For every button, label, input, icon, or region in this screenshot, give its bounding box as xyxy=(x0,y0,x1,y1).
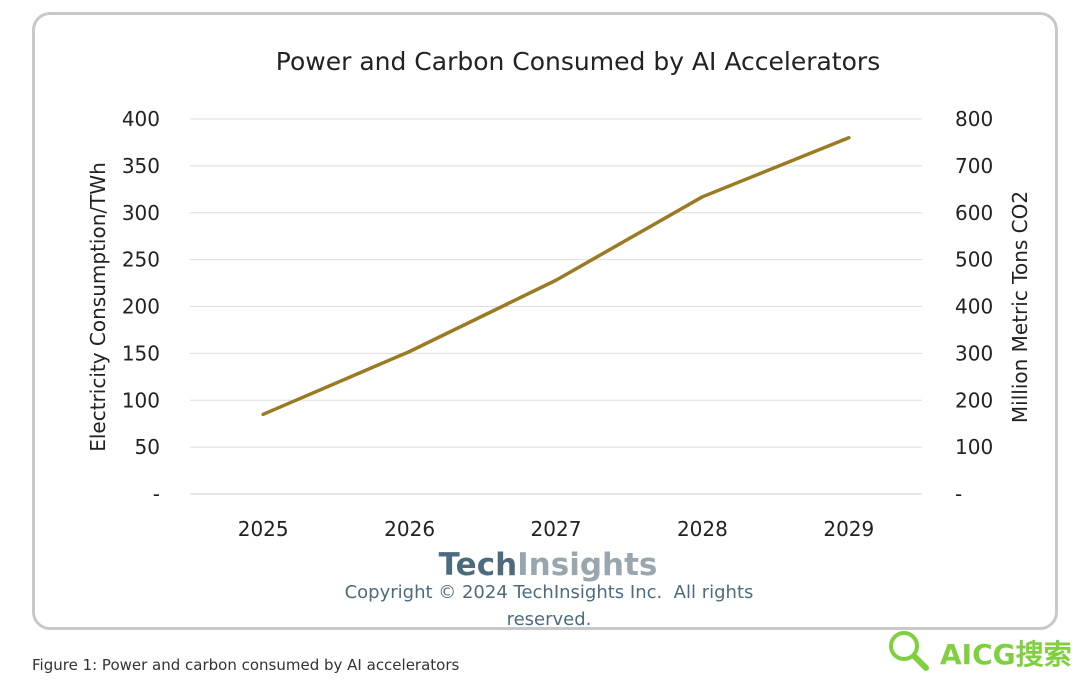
y2-tick-label: 800 xyxy=(955,107,993,131)
y2-tick-label: 200 xyxy=(955,388,993,412)
data-point xyxy=(554,278,558,282)
x-tick-label: 2025 xyxy=(238,517,289,541)
figure-caption: Figure 1: Power and carbon consumed by A… xyxy=(32,656,460,674)
magnifier-icon xyxy=(889,631,929,671)
data-point xyxy=(847,136,851,140)
copyright-line-2: reserved. xyxy=(507,609,592,630)
y2-tick-label: - xyxy=(955,482,962,506)
y-tick-label: 400 xyxy=(122,107,160,131)
y2-tick-label: 700 xyxy=(955,154,993,178)
series-line xyxy=(261,136,851,417)
chart-frame xyxy=(32,12,1058,630)
chart-title: Power and Carbon Consumed by AI Accelera… xyxy=(276,47,880,76)
y-tick-label: 250 xyxy=(122,248,160,272)
series-group xyxy=(261,136,851,417)
y-tick-label: - xyxy=(153,482,160,506)
y-axis-label: Electricity Consumption/TWh xyxy=(86,162,110,452)
copyright-line-1: Copyright © 2024 TechInsights Inc. All r… xyxy=(345,582,754,603)
watermark: AICG搜索 xyxy=(889,631,1072,671)
x-tick-label: 2027 xyxy=(531,517,582,541)
y2-tick-label: 600 xyxy=(955,201,993,225)
y-tick-label: 200 xyxy=(122,295,160,319)
x-axis-ticks: 2025 2026 2027 2028 2029 xyxy=(238,517,875,541)
x-tick-label: 2029 xyxy=(823,517,874,541)
y-tick-label: 300 xyxy=(122,201,160,225)
gridlines xyxy=(190,118,922,495)
y-tick-label: 100 xyxy=(122,388,160,412)
y-tick-label: 50 xyxy=(135,435,160,459)
y2-tick-label: 400 xyxy=(955,295,993,319)
brand-logo: TechInsights xyxy=(439,547,658,583)
x-tick-label: 2026 xyxy=(384,517,435,541)
data-point xyxy=(261,412,265,416)
y-tick-label: 350 xyxy=(122,154,160,178)
y-tick-label: 150 xyxy=(122,341,160,365)
y2-tick-label: 100 xyxy=(955,435,993,459)
y2-tick-label: 500 xyxy=(955,248,993,272)
brand-logo-tech: Tech xyxy=(439,547,518,583)
watermark-text: AICG搜索 xyxy=(940,638,1072,671)
x-tick-label: 2028 xyxy=(677,517,728,541)
y-axis-ticks: - 50 100 150 200 250 300 350 400 xyxy=(122,107,160,506)
y2-axis-ticks: - 100 200 300 400 500 600 700 800 xyxy=(955,107,993,506)
brand-logo-insights: Insights xyxy=(517,547,657,583)
y2-axis-label: Million Metric Tons CO2 xyxy=(1008,191,1032,423)
data-point xyxy=(408,350,412,353)
data-point xyxy=(700,195,704,199)
y2-tick-label: 300 xyxy=(955,341,993,365)
